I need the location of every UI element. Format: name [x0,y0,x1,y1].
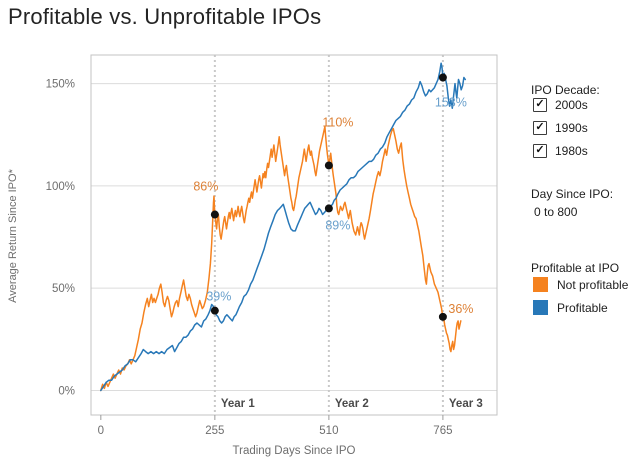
annotation-label-110%: 110% [322,115,353,129]
annotation-label-153%: 153% [435,96,467,110]
annotation-label-86%: 86% [193,180,218,194]
legend-item-not-profitable[interactable]: Not profitable [533,277,628,292]
annotation-dot-86%[interactable] [210,210,219,219]
annotation-dot-36%[interactable] [438,312,447,321]
series-line-profitable[interactable] [100,62,467,392]
x-axis-title: Trading Days Since IPO [232,445,356,457]
checkbox-2000s[interactable]: ✓ [533,98,547,112]
annotation-label-89%: 89% [325,218,350,232]
ref-line-label: Year 1 [221,398,255,410]
decade-option-2000s[interactable]: ✓ 2000s [533,98,588,112]
decade-option-1980s[interactable]: ✓ 1980s [533,144,588,158]
series-line-not-profitable[interactable] [100,125,462,392]
decade-option-1990s[interactable]: ✓ 1990s [533,121,588,135]
legend-label: Profitable [557,300,608,315]
day-filter-value: 0 to 800 [534,205,578,219]
y-tick-label: 100% [46,181,75,193]
legend-label: Not profitable [557,277,629,292]
checkbox-label: 1980s [555,144,588,158]
annotation-label-39%: 39% [206,290,231,304]
y-tick-label: 50% [52,283,75,295]
orange-swatch [533,277,548,292]
blue-swatch [533,300,548,315]
annotation-dot-110%[interactable] [324,161,333,170]
x-tick-label: 0 [98,425,104,437]
checkmark-icon: ✓ [535,120,545,133]
y-tick-label: 0% [58,385,75,397]
annotation-dot-153%[interactable] [438,73,447,82]
annotation-dot-39%[interactable] [210,306,219,315]
checkmark-icon: ✓ [535,143,545,156]
checkbox-1990s[interactable]: ✓ [533,121,547,135]
y-axis-title: Average Return Since IPO* [7,169,19,303]
day-filter-title: Day Since IPO: [531,187,614,201]
checkmark-icon: ✓ [535,97,545,110]
y-tick-label: 150% [46,79,75,91]
decade-filter-title: IPO Decade: [531,83,600,97]
plot-border [90,54,498,416]
legend-title: Profitable at IPO [531,261,620,275]
filter-legend-panel: IPO Decade: ✓ 2000s ✓ 1990s ✓ 1980s Day … [531,0,635,465]
x-tick-label: 765 [433,425,452,437]
checkbox-label: 2000s [555,98,588,112]
ref-line-label: Year 2 [335,398,369,410]
x-tick-label: 255 [205,425,224,437]
annotation-dot-89%[interactable] [324,204,333,213]
checkbox-1980s[interactable]: ✓ [533,144,547,158]
page-title: Profitable vs. Unprofitable IPOs [8,4,322,29]
x-tick-label: 510 [319,425,338,437]
annotation-label-36%: 36% [448,302,473,316]
checkbox-label: 1990s [555,121,588,135]
legend-item-profitable[interactable]: Profitable [533,300,608,315]
ref-line-label: Year 3 [449,398,483,410]
